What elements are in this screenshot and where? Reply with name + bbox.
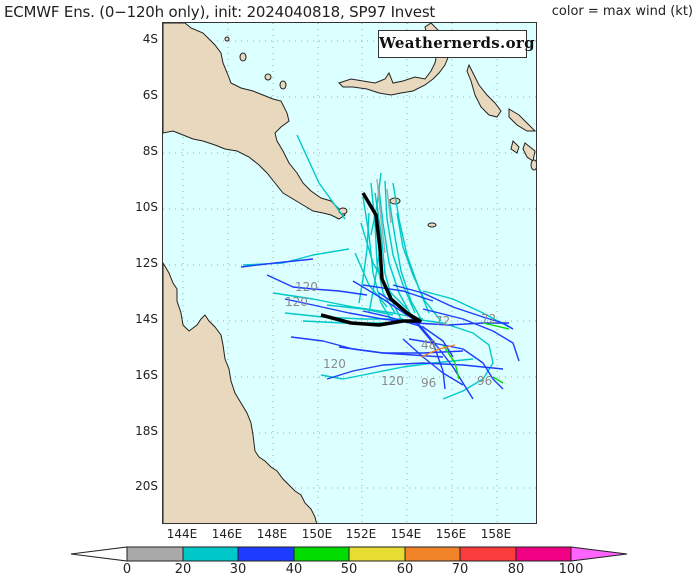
colorbar-tick-50: 50 <box>340 562 358 577</box>
lon-label-156e: 156E <box>435 527 467 541</box>
chart-title: ECMWF Ens. (0−120h only), init: 20240408… <box>4 3 436 21</box>
lat-label-12s: 12S <box>135 256 158 270</box>
hour-label-120: 120 <box>295 280 318 294</box>
ensemble-mean-track <box>320 192 422 327</box>
lat-label-16s: 16S <box>135 368 158 382</box>
lat-label-8s: 8S <box>142 144 158 158</box>
lat-label-18s: 18S <box>135 424 158 438</box>
lat-label-10s: 10S <box>135 200 158 214</box>
colorbar-tick-30: 30 <box>229 562 247 577</box>
hour-label-72: 72 <box>435 314 450 328</box>
land <box>163 23 536 523</box>
lon-label-144e: 144E <box>166 527 198 541</box>
hour-label-96: 96 <box>477 374 492 388</box>
colorbar-tick-70: 70 <box>451 562 469 577</box>
ensemble-tracks <box>240 134 520 400</box>
colorbar-tick-100: 100 <box>558 562 584 577</box>
map-panel: 120 120 120 120 96 96 72 48 72 <box>162 22 537 524</box>
lat-label-14s: 14S <box>135 312 158 326</box>
lat-label-6s: 6S <box>142 88 158 102</box>
colorbar-tick-60: 60 <box>396 562 414 577</box>
colorbar-tick-20: 20 <box>174 562 192 577</box>
lon-label-152e: 152E <box>345 527 377 541</box>
watermark-label: Weathernerds.org <box>378 30 535 58</box>
map-canvas: 120 120 120 120 96 96 72 48 72 <box>163 23 536 523</box>
forecast-hour-labels: 120 120 120 120 96 96 72 48 72 <box>285 280 496 390</box>
hour-label-96: 96 <box>421 376 436 390</box>
colorbar-tick-40: 40 <box>285 562 303 577</box>
hour-label-120: 120 <box>323 357 346 371</box>
lon-label-150e: 150E <box>301 527 333 541</box>
lat-label-4s: 4S <box>142 32 158 46</box>
colorbar-description: color = max wind (kt) <box>551 4 693 19</box>
colorbar-tick-0: 0 <box>122 562 132 577</box>
hour-label-72: 72 <box>481 312 496 326</box>
lon-label-158e: 158E <box>480 527 512 541</box>
lon-label-154e: 154E <box>390 527 422 541</box>
hour-label-120: 120 <box>381 374 404 388</box>
hour-label-48: 48 <box>421 338 436 352</box>
colorbar-tick-80: 80 <box>507 562 525 577</box>
lon-label-146e: 146E <box>211 527 243 541</box>
lon-label-148e: 148E <box>256 527 288 541</box>
lat-label-20s: 20S <box>135 479 158 493</box>
hour-label-120: 120 <box>285 295 308 309</box>
